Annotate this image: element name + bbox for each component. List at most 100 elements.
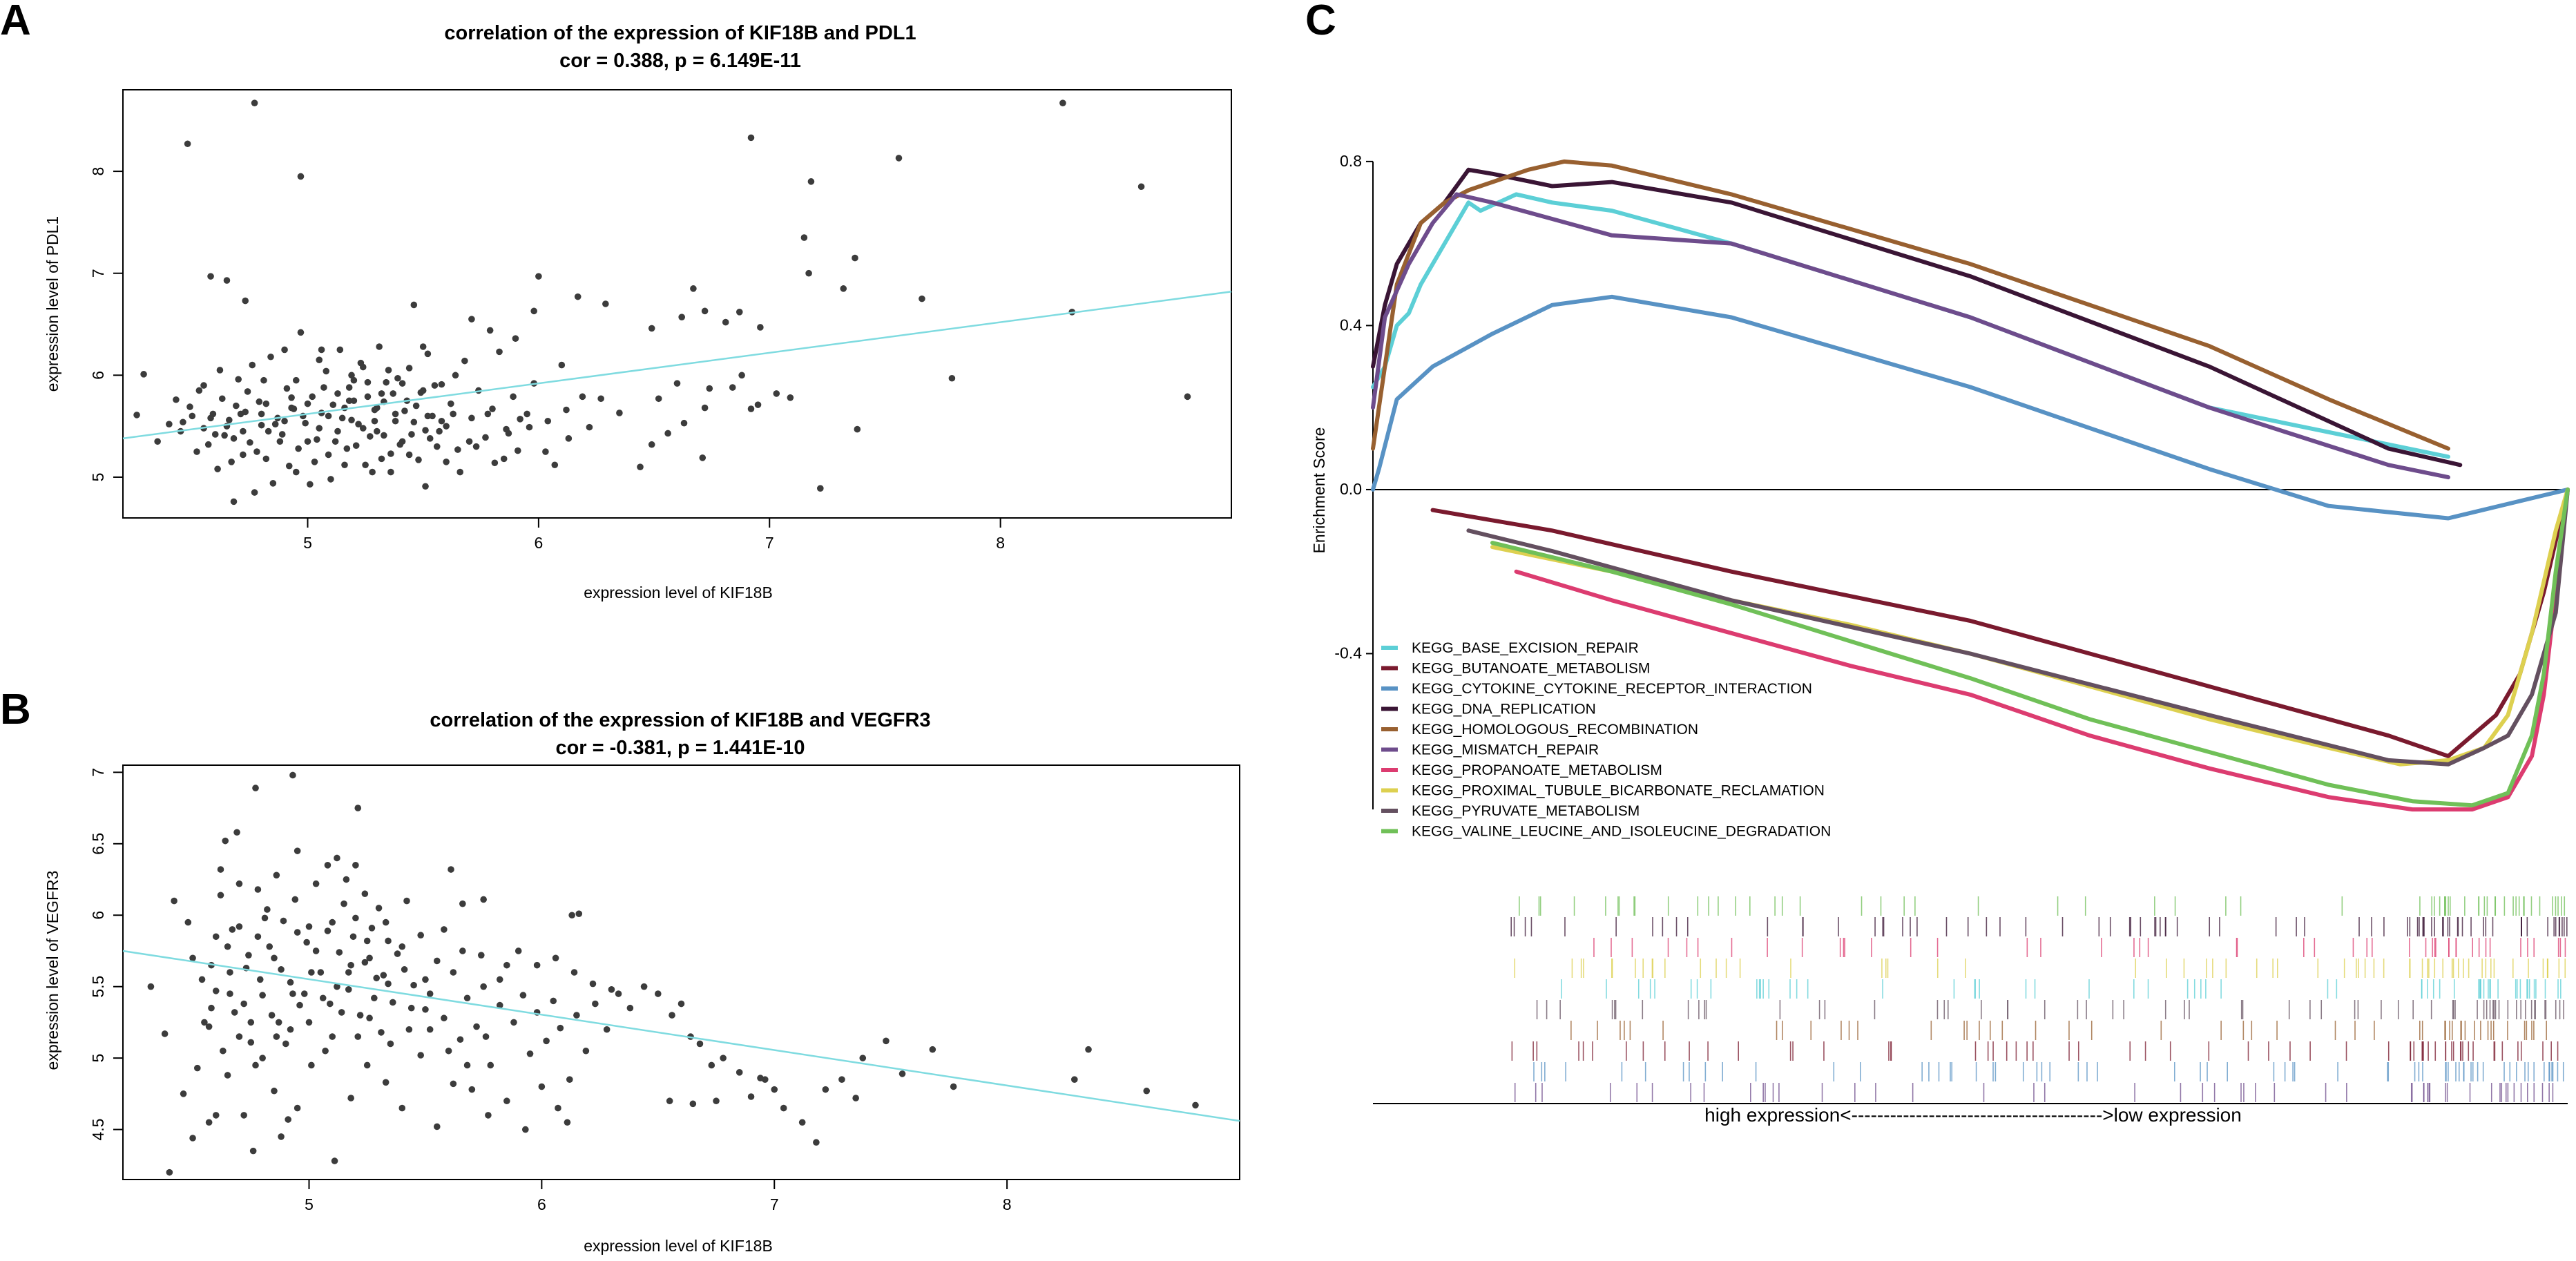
chart-b-point <box>363 937 371 945</box>
chart-a-point <box>438 381 445 388</box>
chart-b-point <box>426 1026 434 1033</box>
chart-b-point <box>378 1029 385 1036</box>
chart-b-point <box>552 954 559 962</box>
chart-b-point <box>312 880 320 887</box>
chart-b-point <box>422 1005 429 1013</box>
chart-b-point <box>422 976 429 983</box>
chart-b-point <box>780 1104 787 1112</box>
chart-a-point <box>431 382 439 389</box>
chart-a-point <box>1137 183 1145 191</box>
chart-c-series-line <box>1466 487 2570 767</box>
chart-a-point <box>542 448 549 455</box>
chart-a-point <box>800 234 808 241</box>
chart-b-point <box>180 1090 187 1097</box>
chart-a-point <box>366 433 374 440</box>
chart-b-point <box>568 912 575 919</box>
chart-a-point <box>443 459 450 465</box>
chart-a-point <box>253 448 260 455</box>
chart-b-point <box>456 1036 464 1043</box>
chart-b-point <box>713 1097 720 1105</box>
chart-b-point <box>354 805 362 811</box>
chart-a-point <box>283 385 291 392</box>
chart-a-point <box>535 273 542 280</box>
chart-a-point <box>405 451 413 459</box>
chart-b-ytick-label: 6.5 <box>89 833 107 855</box>
chart-a-point <box>271 421 279 427</box>
chart-b-point <box>538 1083 546 1090</box>
chart-a-point <box>419 387 427 394</box>
chart-a-point <box>204 441 212 448</box>
chart-a-point <box>586 423 593 431</box>
chart-a-point <box>394 374 401 382</box>
chart-b-ylabel: expression level of VEGFR3 <box>44 871 61 1070</box>
chart-c-legend-label: KEGG_PROPANOATE_METABOLISM <box>1412 762 1662 778</box>
chart-a-ytick-label: 6 <box>89 371 107 380</box>
chart-b-point <box>231 1009 238 1016</box>
chart-b-point <box>352 862 359 869</box>
chart-b-point <box>566 1076 573 1083</box>
chart-b-point <box>282 1040 289 1048</box>
chart-b-point <box>224 1072 231 1079</box>
chart-b-point <box>305 1019 313 1026</box>
chart-a-point <box>216 367 224 374</box>
chart-b-axes: 5 6 7 8 4.5 5 5.5 6 6.5 7 <box>89 768 1012 1213</box>
chart-b-point <box>294 847 301 854</box>
chart-a-point <box>325 451 332 459</box>
chart-b-point <box>405 1026 413 1033</box>
chart-a-point <box>807 178 815 185</box>
chart-a-point <box>461 357 468 365</box>
chart-a-point <box>489 405 496 412</box>
chart-a-point <box>318 346 325 354</box>
chart-a-xtick-label: 5 <box>303 534 312 552</box>
chart-a-point <box>292 468 300 476</box>
chart-c-legend-label: KEGG_DNA_REPLICATION <box>1412 702 1596 718</box>
chart-b-point <box>473 1023 480 1030</box>
chart-a-point <box>320 384 327 391</box>
chart-b-xlabel: expression level of KIF18B <box>584 1237 773 1255</box>
chart-a-point <box>565 435 573 442</box>
chart-b-point <box>575 910 583 917</box>
chart-b-point <box>822 1086 829 1093</box>
chart-a-point <box>433 443 441 450</box>
chart-a-point <box>364 393 372 401</box>
chart-b-point <box>343 876 350 883</box>
chart-b-point <box>1143 1087 1151 1095</box>
chart-a-point <box>426 435 434 442</box>
chart-a-point <box>348 416 355 424</box>
chart-a-point <box>265 427 272 435</box>
chart-a-point <box>410 301 418 309</box>
chart-a-point <box>517 416 523 423</box>
chart-b-point <box>459 900 466 907</box>
chart-a-subtitle: cor = 0.388, p = 6.149E-11 <box>559 50 801 72</box>
chart-b-point <box>389 999 396 1006</box>
chart-a-point <box>680 419 688 427</box>
chart-b-point <box>385 937 392 945</box>
chart-b-point <box>441 1014 448 1022</box>
chart-b-point <box>482 1033 490 1040</box>
chart-b-point <box>813 1139 820 1146</box>
chart-a-point <box>237 410 244 418</box>
chart-a-point <box>558 361 566 369</box>
chart-a-point <box>214 465 221 472</box>
chart-b-point <box>433 957 441 965</box>
chart-a-ytick-label: 8 <box>89 167 107 176</box>
chart-a-point <box>288 394 295 401</box>
chart-b-point <box>368 925 376 932</box>
chart-b-point <box>573 1012 580 1019</box>
chart-b-point <box>669 1012 675 1019</box>
chart-a-point <box>186 403 193 410</box>
chart-a-point <box>240 427 247 435</box>
chart-a-point <box>738 372 745 379</box>
chart-a-point <box>374 427 381 435</box>
chart-b-xtick-label: 7 <box>770 1195 779 1213</box>
chart-a-point <box>341 461 348 469</box>
chart-a-point <box>278 431 286 438</box>
chart-b-point <box>496 976 503 983</box>
chart-a-point <box>281 346 288 354</box>
chart-a-point <box>350 397 358 405</box>
chart-b-point <box>201 1019 208 1026</box>
chart-a-xtick-label: 6 <box>534 534 543 552</box>
chart-a-point <box>387 450 394 457</box>
chart-a-point <box>648 325 655 332</box>
chart-b-point <box>510 1019 517 1026</box>
